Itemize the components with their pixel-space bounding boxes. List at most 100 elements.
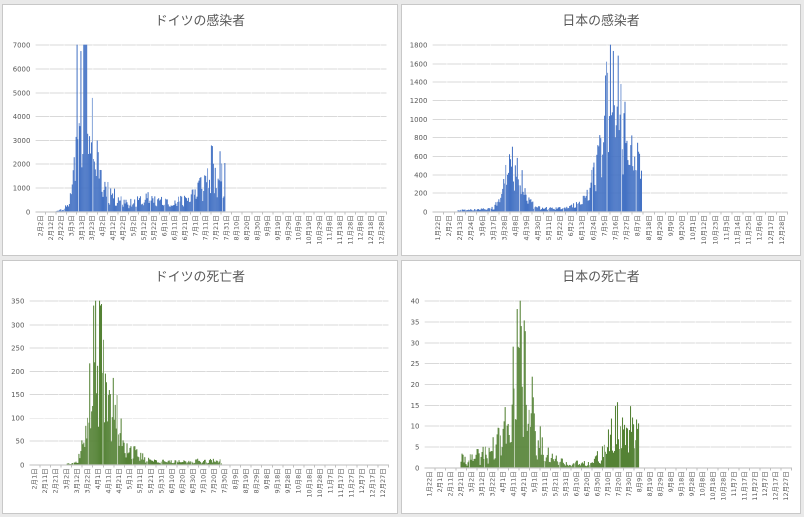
data-bar	[486, 458, 488, 468]
data-bar	[617, 55, 619, 212]
data-bar	[164, 461, 166, 465]
x-tick-label: 10月8日	[698, 471, 706, 496]
data-bar	[559, 207, 561, 212]
data-bar	[580, 463, 582, 468]
x-tick-label: 5月21日	[551, 471, 559, 496]
data-bar	[589, 187, 591, 212]
data-bar	[461, 209, 463, 212]
data-bar	[120, 196, 122, 212]
x-tick-label: 5月11日	[545, 215, 553, 240]
data-bar	[513, 190, 515, 212]
y-tick-label: 1000	[13, 185, 31, 193]
data-bar	[529, 426, 531, 468]
data-bar	[208, 187, 210, 212]
data-bar	[155, 460, 157, 465]
data-bar	[149, 200, 151, 212]
data-bar	[196, 196, 198, 212]
data-bar	[533, 413, 535, 468]
y-tick-label: 20	[411, 381, 420, 389]
data-bar	[523, 320, 525, 468]
data-bar	[463, 462, 465, 468]
data-bar	[161, 204, 163, 212]
data-bar	[534, 431, 536, 468]
data-bar	[483, 209, 485, 212]
data-bar	[615, 444, 618, 468]
data-bar	[541, 209, 543, 212]
data-bar	[80, 51, 82, 212]
data-bar	[597, 145, 599, 212]
data-bar	[488, 447, 490, 468]
data-bar	[542, 208, 544, 212]
data-bar	[540, 454, 542, 468]
data-bar	[66, 205, 68, 212]
data-bar	[92, 159, 94, 212]
data-bar	[123, 199, 125, 212]
data-bar	[84, 446, 86, 465]
data-bar	[111, 194, 113, 212]
x-tick-label: 3月28日	[500, 215, 508, 240]
data-bar	[502, 188, 504, 212]
data-bar	[490, 208, 492, 212]
data-bar	[188, 460, 190, 465]
data-bar	[189, 462, 191, 465]
chart-svg: ドイツの死亡者 0 50 100 150 200 250 300 350 2月1日 2月11日 2月2…	[11, 270, 389, 498]
data-bar	[632, 417, 634, 468]
data-bar	[117, 434, 119, 465]
data-bar	[75, 461, 77, 465]
data-bar	[181, 196, 183, 212]
x-tick-label: 4月21日	[520, 471, 528, 496]
x-tick-label: 8月10日	[233, 215, 241, 240]
data-bar	[97, 365, 99, 465]
data-bar	[111, 417, 113, 465]
data-bar	[488, 208, 490, 212]
data-bar	[122, 206, 124, 212]
y-tick-label: 300	[11, 321, 24, 329]
data-bar	[520, 194, 522, 212]
data-bar	[557, 207, 559, 212]
x-tick-label: 2月12日	[47, 215, 55, 240]
data-bar	[514, 419, 516, 468]
data-bar	[198, 460, 200, 465]
x-tick-label: 3月22日	[83, 468, 91, 493]
data-bar	[156, 462, 158, 465]
data-bar	[474, 209, 476, 212]
data-bar	[117, 197, 119, 212]
data-bar	[592, 463, 594, 468]
data-bar	[177, 462, 179, 465]
data-bar	[112, 377, 114, 465]
data-bar	[603, 142, 605, 212]
data-bar	[166, 199, 168, 212]
x-tick-label: 7月31日	[222, 215, 230, 240]
data-bar	[634, 156, 636, 212]
data-bar	[596, 451, 598, 468]
data-bar	[480, 456, 482, 468]
y-tick-label: 400	[414, 172, 427, 180]
data-bar	[531, 376, 533, 468]
data-bar	[206, 463, 208, 465]
x-tick-label: 5月1日	[126, 468, 134, 489]
data-bar	[143, 202, 145, 212]
data-bar	[219, 459, 221, 465]
data-bar	[635, 170, 637, 212]
data-bar	[512, 346, 514, 468]
data-bar	[140, 204, 142, 212]
data-bar	[621, 149, 623, 212]
data-bar	[505, 164, 507, 212]
data-bar	[632, 166, 634, 212]
data-bar	[462, 209, 464, 212]
data-bar	[543, 460, 545, 468]
y-tick-label: 2000	[13, 161, 31, 169]
data-bar	[81, 167, 83, 212]
data-bar	[640, 178, 642, 212]
data-bar	[492, 209, 494, 212]
data-bar	[535, 455, 537, 468]
chart-title: ドイツの死亡者	[155, 270, 245, 285]
data-bar	[207, 462, 209, 465]
y-tick-label: 250	[11, 344, 24, 352]
y-tick-label: 0	[415, 464, 419, 472]
data-bar	[192, 189, 194, 212]
data-bar	[506, 184, 508, 212]
data-bar	[609, 44, 611, 212]
data-bar	[618, 448, 621, 468]
data-bar	[612, 50, 614, 212]
